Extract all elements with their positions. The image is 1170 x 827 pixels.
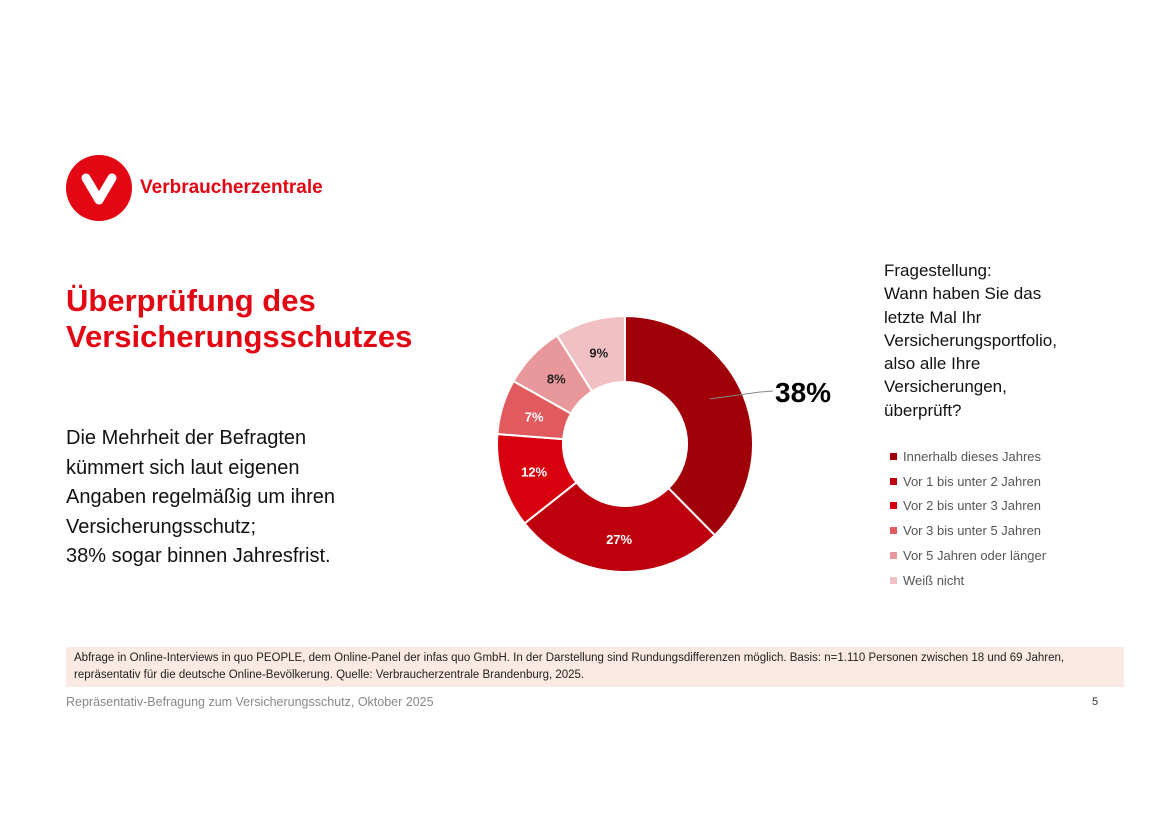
legend-item: Weiß nicht [890, 568, 1046, 593]
label-leader-line [709, 390, 774, 400]
legend-label: Vor 3 bis unter 5 Jahren [903, 523, 1042, 539]
legend-swatch [890, 527, 897, 535]
legend-item: Vor 3 bis unter 5 Jahren [890, 518, 1046, 543]
donut-slice [523, 481, 717, 573]
page-title: Überprüfung des Versicherungsschutzes [66, 283, 412, 355]
question-line: also alle Ihre [884, 354, 981, 374]
donut-slice [555, 314, 626, 393]
question-line: Fragestellung: [884, 261, 992, 280]
logo: Verbraucherzentrale [66, 155, 323, 221]
question-line: überprüft? [884, 400, 962, 420]
slice-label: 7% [525, 409, 544, 424]
chart-legend: Innerhalb dieses Jahres Vor 1 bis unter 2… [890, 444, 1046, 593]
summary-text: Die Mehrheit der Befragten kümmert sich … [66, 424, 446, 572]
question-text: Fragestellung: Wann haben Sie das letzte… [884, 259, 1104, 422]
footer-text: Repräsentativ-Befragung zum Versicherung… [66, 695, 434, 709]
slice-label: 12% [521, 465, 547, 480]
question-line: Versicherungen, [884, 377, 1007, 397]
legend-item: Vor 1 bis unter 2 Jahren [890, 469, 1046, 494]
legend-swatch [890, 452, 897, 460]
summary-line: 38% sogar binnen Jahresfrist. [66, 545, 331, 567]
legend-swatch [890, 576, 897, 584]
slice-label: 38% [775, 377, 831, 408]
summary-line: Versicherungsschutz; [66, 515, 257, 538]
logo-v-icon [66, 155, 132, 221]
legend-label: Vor 5 Jahren oder länger [903, 548, 1047, 564]
legend-label: Vor 1 bis unter 2 Jahren [903, 473, 1042, 489]
question-line: letzte Mal Ihr [884, 307, 982, 327]
slice-label: 27% [606, 532, 632, 547]
question-line: Versicherungsportfolio, [884, 330, 1057, 350]
summary-line: kümmert sich laut eigenen [66, 456, 300, 479]
page-number: 5 [1092, 696, 1099, 708]
title-line: Überprüfung des [66, 283, 316, 318]
legend-label: Vor 2 bis unter 3 Jahren [903, 498, 1042, 514]
summary-line: Die Mehrheit der Befragten [66, 427, 307, 449]
methodology-note: Abfrage in Online-Interviews in quo PEOP… [66, 647, 1124, 687]
legend-item: Vor 2 bis unter 3 Jahren [890, 494, 1046, 519]
legend-swatch [890, 552, 897, 560]
legend-label: Weiß nicht [903, 572, 965, 588]
slice-label: 8% [547, 371, 566, 386]
legend-label: Innerhalb dieses Jahres [903, 448, 1042, 464]
legend-item: Innerhalb dieses Jahres [890, 444, 1046, 469]
legend-item: Vor 5 Jahren oder länger [890, 543, 1046, 568]
donut-slice [624, 314, 754, 537]
title-line: Versicherungsschutzes [66, 319, 413, 354]
legend-swatch [890, 477, 897, 485]
slice-label: 9% [589, 346, 608, 361]
logo-text: Verbraucherzentrale [140, 177, 323, 198]
legend-swatch [890, 502, 897, 510]
question-line: Wann haben Sie das [884, 284, 1042, 304]
summary-line: Angaben regelmäßig um ihren [66, 486, 336, 508]
